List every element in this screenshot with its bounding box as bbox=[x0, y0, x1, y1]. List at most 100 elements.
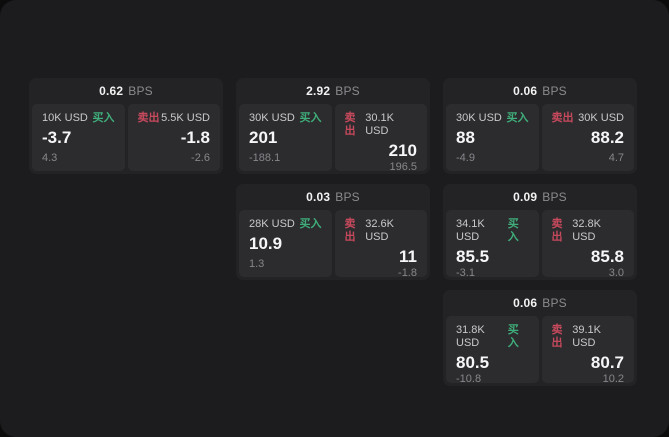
bps-unit-label: BPS bbox=[542, 296, 567, 310]
buy-price: 88 bbox=[456, 128, 475, 147]
quote-card: 0.62 BPS 10K USD 买入 -3.7 4.3 卖出 5.5K USD… bbox=[29, 78, 223, 174]
buy-panel[interactable]: 28K USD 买入 10.9 1.3 bbox=[239, 210, 332, 277]
buy-panel[interactable]: 10K USD 买入 -3.7 4.3 bbox=[32, 104, 125, 171]
quotes-grid: 0.62 BPS 10K USD 买入 -3.7 4.3 卖出 5.5K USD… bbox=[29, 78, 637, 386]
sell-sub-value: -2.6 bbox=[191, 152, 210, 164]
buy-panel-top: 30K USD 买入 bbox=[249, 112, 322, 125]
quote-panels: 28K USD 买入 10.9 1.3 卖出 32.6K USD 11 -1.8 bbox=[239, 210, 427, 279]
buy-amount: 10K USD bbox=[42, 112, 88, 124]
buy-price: 201 bbox=[249, 128, 278, 147]
quote-card: 2.92 BPS 30K USD 买入 201 -188.1 卖出 30.1K … bbox=[236, 78, 430, 174]
buy-amount: 30K USD bbox=[249, 112, 295, 124]
sell-side-label: 卖出 bbox=[344, 112, 356, 137]
card-header: 0.06 BPS bbox=[446, 78, 634, 104]
card-header: 0.09 BPS bbox=[446, 184, 634, 210]
buy-side-label: 买入 bbox=[299, 218, 322, 230]
sell-panel[interactable]: 卖出 39.1K USD 80.7 10.2 bbox=[541, 316, 634, 385]
bps-unit-label: BPS bbox=[335, 84, 360, 98]
sell-side-label: 卖出 bbox=[344, 218, 356, 243]
sell-panel[interactable]: 卖出 30.1K USD 210 196.5 bbox=[334, 104, 427, 173]
sell-side-label: 卖出 bbox=[551, 324, 563, 349]
card-header: 0.03 BPS bbox=[239, 184, 427, 210]
sell-panel[interactable]: 卖出 32.6K USD 11 -1.8 bbox=[334, 210, 427, 279]
quote-panels: 30K USD 买入 201 -188.1 卖出 30.1K USD 210 1… bbox=[239, 104, 427, 173]
sell-price: 80.7 bbox=[590, 353, 624, 372]
sell-sub-value: 10.2 bbox=[602, 373, 624, 385]
sell-panel[interactable]: 卖出 30K USD 88.2 4.7 bbox=[541, 104, 634, 171]
buy-sub-value: 1.3 bbox=[249, 258, 265, 270]
sell-price: -1.8 bbox=[180, 128, 210, 147]
sell-panel[interactable]: 卖出 5.5K USD -1.8 -2.6 bbox=[127, 104, 220, 171]
sell-amount: 5.5K USD bbox=[161, 112, 210, 124]
buy-side-label: 买入 bbox=[507, 218, 519, 243]
card-header: 0.06 BPS bbox=[446, 290, 634, 316]
buy-side-label: 买入 bbox=[92, 112, 115, 124]
sell-panel-top: 卖出 39.1K USD bbox=[552, 324, 625, 350]
bps-value: 0.62 bbox=[99, 84, 124, 98]
sell-panel-top: 卖出 32.8K USD bbox=[552, 218, 625, 244]
bps-unit-label: BPS bbox=[542, 190, 567, 204]
quote-card: 0.06 BPS 30K USD 买入 88 -4.9 卖出 30K USD 8… bbox=[443, 78, 637, 174]
buy-amount: 30K USD bbox=[456, 112, 502, 124]
buy-price: 10.9 bbox=[249, 234, 283, 253]
bps-unit-label: BPS bbox=[542, 84, 567, 98]
quote-card: 0.06 BPS 31.8K USD 买入 80.5 -10.8 卖出 39.1… bbox=[443, 290, 637, 386]
card-header: 2.92 BPS bbox=[239, 78, 427, 104]
buy-side-label: 买入 bbox=[507, 324, 519, 349]
sell-sub-value: 196.5 bbox=[389, 161, 417, 173]
buy-amount: 31.8K USD bbox=[456, 324, 485, 349]
buy-sub-value: 4.3 bbox=[42, 152, 58, 164]
buy-sub-value: -188.1 bbox=[249, 152, 281, 164]
bps-unit-label: BPS bbox=[335, 190, 360, 204]
quote-card: 0.03 BPS 28K USD 买入 10.9 1.3 卖出 32.6K US… bbox=[236, 184, 430, 280]
buy-panel-top: 30K USD 买入 bbox=[456, 112, 529, 125]
buy-panel-top: 28K USD 买入 bbox=[249, 218, 322, 231]
quote-panels: 34.1K USD 买入 85.5 -3.1 卖出 32.8K USD 85.8… bbox=[446, 210, 634, 279]
bps-value: 0.09 bbox=[513, 190, 538, 204]
sell-amount: 32.6K USD bbox=[365, 218, 394, 243]
quote-panels: 30K USD 买入 88 -4.9 卖出 30K USD 88.2 4.7 bbox=[446, 104, 634, 171]
sell-panel-top: 卖出 5.5K USD bbox=[138, 112, 211, 125]
buy-panel[interactable]: 34.1K USD 买入 85.5 -3.1 bbox=[446, 210, 539, 279]
sell-panel-top: 卖出 30.1K USD bbox=[345, 112, 418, 138]
buy-price: 85.5 bbox=[456, 247, 490, 266]
sell-price: 85.8 bbox=[590, 247, 624, 266]
buy-side-label: 买入 bbox=[299, 112, 322, 124]
sell-sub-value: 4.7 bbox=[608, 152, 624, 164]
quote-panels: 31.8K USD 买入 80.5 -10.8 卖出 39.1K USD 80.… bbox=[446, 316, 634, 385]
buy-panel[interactable]: 31.8K USD 买入 80.5 -10.8 bbox=[446, 316, 539, 385]
sell-sub-value: -1.8 bbox=[398, 267, 417, 279]
sell-amount: 30.1K USD bbox=[365, 112, 394, 137]
bps-value: 0.06 bbox=[513, 296, 538, 310]
buy-sub-value: -4.9 bbox=[456, 152, 475, 164]
buy-panel[interactable]: 30K USD 买入 88 -4.9 bbox=[446, 104, 539, 171]
bps-value: 0.06 bbox=[513, 84, 538, 98]
buy-price: 80.5 bbox=[456, 353, 490, 372]
sell-price: 11 bbox=[399, 247, 417, 266]
sell-side-label: 卖出 bbox=[551, 218, 563, 243]
sell-side-label: 卖出 bbox=[551, 112, 574, 124]
quote-card: 0.09 BPS 34.1K USD 买入 85.5 -3.1 卖出 32.8K… bbox=[443, 184, 637, 280]
buy-sub-value: -3.1 bbox=[456, 267, 475, 279]
buy-panel-top: 34.1K USD 买入 bbox=[456, 218, 529, 244]
buy-panel[interactable]: 30K USD 买入 201 -188.1 bbox=[239, 104, 332, 171]
sell-amount: 39.1K USD bbox=[572, 324, 601, 349]
buy-panel-top: 31.8K USD 买入 bbox=[456, 324, 529, 350]
quote-panels: 10K USD 买入 -3.7 4.3 卖出 5.5K USD -1.8 -2.… bbox=[32, 104, 220, 171]
sell-sub-value: 3.0 bbox=[608, 267, 624, 279]
buy-amount: 28K USD bbox=[249, 218, 295, 230]
sell-price: 88.2 bbox=[590, 128, 624, 147]
sell-panel-top: 卖出 30K USD bbox=[552, 112, 625, 125]
sell-amount: 30K USD bbox=[578, 112, 624, 124]
card-header: 0.62 BPS bbox=[32, 78, 220, 104]
buy-side-label: 买入 bbox=[506, 112, 529, 124]
buy-amount: 34.1K USD bbox=[456, 218, 485, 243]
sell-amount: 32.8K USD bbox=[572, 218, 601, 243]
sell-panel[interactable]: 卖出 32.8K USD 85.8 3.0 bbox=[541, 210, 634, 279]
bps-unit-label: BPS bbox=[128, 84, 153, 98]
sell-panel-top: 卖出 32.6K USD bbox=[345, 218, 418, 244]
sell-side-label: 卖出 bbox=[137, 112, 160, 124]
bps-value: 0.03 bbox=[306, 190, 331, 204]
sell-price: 210 bbox=[388, 141, 417, 160]
